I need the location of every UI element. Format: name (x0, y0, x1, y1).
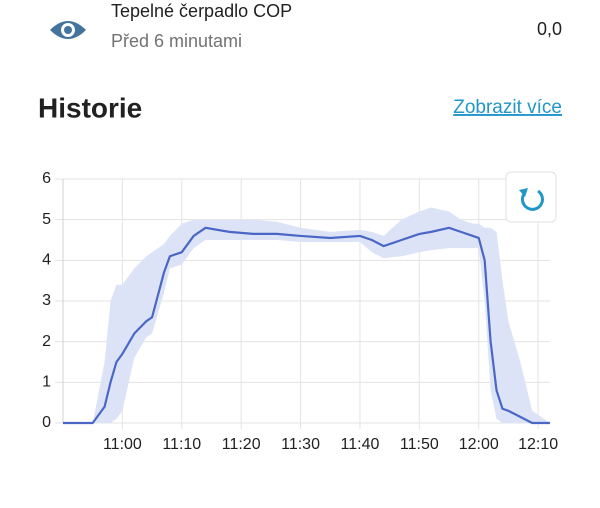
y-tick-label: 5 (42, 211, 51, 228)
data-line (63, 226, 550, 425)
x-tick-label: 11:50 (400, 436, 439, 453)
x-tick-label: 12:10 (518, 436, 558, 453)
x-tick-label: 12:00 (459, 436, 499, 453)
section-title: Historie (38, 92, 142, 123)
y-tick-label: 6 (42, 170, 51, 187)
y-tick-label: 3 (42, 292, 51, 309)
reset-zoom-button[interactable] (505, 171, 557, 223)
entity-last-changed: Před 6 minutami (111, 31, 242, 51)
y-tick-label: 0 (42, 414, 51, 431)
x-tick-label: 11:10 (162, 436, 201, 453)
y-tick-label: 2 (42, 333, 51, 350)
x-tick-label: 11:20 (222, 436, 261, 453)
more-link[interactable]: Zobrazit více (453, 97, 562, 118)
x-tick-label: 11:30 (281, 436, 320, 453)
entity-icon (50, 21, 86, 39)
y-tick-label: 4 (42, 252, 51, 269)
x-tick-label: 11:00 (103, 436, 142, 453)
chart: 0 1 2 3 4 5 6 11:00 11:10 11:20 11:30 11:40 11:50 12:… (42, 170, 558, 453)
x-tick-label: 11:40 (341, 436, 380, 453)
y-tick-label: 1 (42, 374, 51, 391)
entity-state: 0,0 (537, 19, 562, 39)
entity-name: Tepelné čerpadlo COP (111, 1, 292, 21)
range-band (63, 207, 550, 423)
